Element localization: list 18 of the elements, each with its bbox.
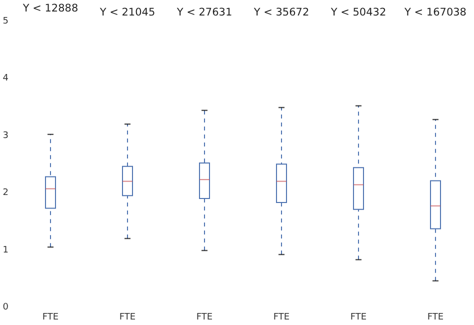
x-tick-label: FTE xyxy=(42,312,59,322)
y-tick-label: 3 xyxy=(2,130,8,141)
x-tick-label: FTE xyxy=(350,312,367,322)
y-tick-label: 1 xyxy=(2,245,8,256)
y-tick-label: 4 xyxy=(2,74,9,84)
x-tick-label: FTE xyxy=(427,312,444,322)
y-tick-label: 5 xyxy=(2,16,8,26)
chart-title: Y < 35672 xyxy=(252,6,310,18)
chart-title: Y < 21045 xyxy=(98,6,156,18)
x-tick-label: FTE xyxy=(196,312,213,322)
chart-title: Y < 167038 xyxy=(404,6,466,18)
y-tick-label: 2 xyxy=(2,188,8,198)
x-tick-label: FTE xyxy=(119,312,136,322)
chart-title: Y < 50432 xyxy=(330,6,386,18)
chart-title: Y < 12888 xyxy=(22,2,78,14)
x-tick-label: FTE xyxy=(273,312,290,322)
y-tick-label: 0 xyxy=(2,302,9,312)
chart-title: Y < 27631 xyxy=(176,6,232,18)
